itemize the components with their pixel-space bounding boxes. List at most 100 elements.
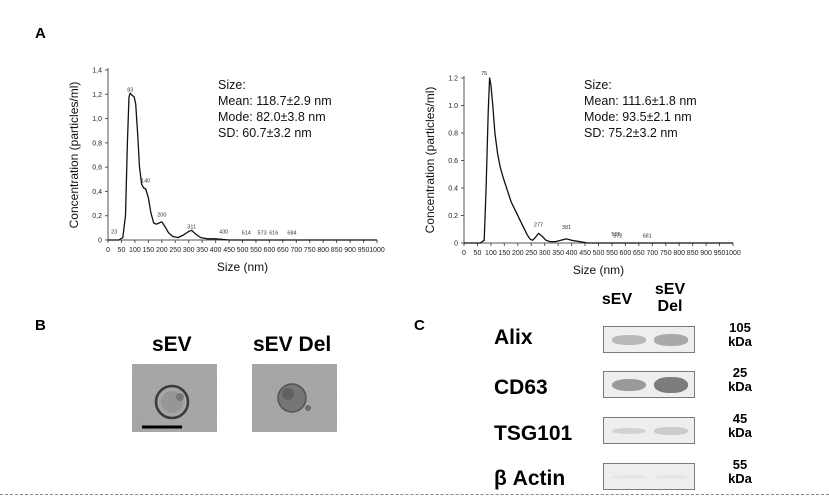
em-micrograph-sev	[132, 364, 217, 432]
wb-band	[612, 474, 646, 480]
em-title-sev: sEV	[152, 333, 192, 356]
y-tick-label: 0,2	[92, 213, 102, 220]
y-tick-label: 0	[98, 238, 102, 245]
x-tick-label: 100	[129, 247, 141, 254]
wb-band	[612, 378, 646, 392]
peak-label: 381	[562, 225, 571, 231]
wb-column-sev: sEV	[601, 291, 633, 308]
x-tick-label: 350	[196, 247, 208, 254]
y-axis-label: Concentration (particles/ml)	[423, 87, 437, 234]
wb-column-sev-del: sEV Del	[654, 281, 686, 315]
wb-molecular-weight: 105 kDa	[728, 320, 752, 349]
x-tick-label: 450	[579, 250, 591, 257]
peak-label: 140	[141, 178, 150, 184]
peak-label: 311	[187, 225, 196, 231]
peak-label: 684	[287, 231, 296, 237]
x-tick-label: 850	[331, 247, 343, 254]
x-tick-label: 550	[250, 247, 262, 254]
x-tick-label: 150	[143, 247, 155, 254]
x-tick-label: 800	[317, 247, 329, 254]
x-axis-label: Size (nm)	[573, 263, 624, 277]
peak-label: 430	[219, 229, 228, 235]
x-tick-label: 700	[290, 247, 302, 254]
vesicle-outline	[154, 384, 190, 420]
wb-band	[654, 334, 688, 346]
peak-label: 23	[111, 229, 117, 235]
x-tick-label: 500	[237, 247, 249, 254]
wb-band	[612, 335, 646, 345]
em-image-sev	[132, 364, 217, 432]
y-tick-label: 1,2	[92, 92, 102, 99]
em-micrograph-sev-del	[252, 364, 337, 432]
peak-label: 83	[127, 87, 133, 93]
peak-label: 565	[611, 232, 620, 238]
x-tick-label: 400	[210, 247, 222, 254]
y-tick-label: 0.6	[448, 158, 458, 165]
x-tick-label: 200	[156, 247, 168, 254]
x-tick-label: 400	[566, 250, 578, 257]
wb-band	[612, 427, 646, 435]
x-tick-label: 350	[552, 250, 564, 257]
x-tick-label: 200	[512, 250, 524, 257]
y-axis-label: Concentration (particles/ml)	[67, 82, 81, 229]
em-title-sev-del: sEV Del	[253, 333, 332, 356]
peak-label: 200	[157, 212, 166, 218]
series-line	[108, 92, 377, 241]
x-tick-label: 900	[700, 250, 712, 257]
x-tick-label: 750	[304, 247, 316, 254]
x-tick-label: 300	[539, 250, 551, 257]
x-tick-label: 0	[462, 250, 466, 257]
stats-annotation-line: Mean: 111.6±1.8 nm	[584, 94, 697, 108]
em-image-sev-del	[252, 364, 337, 432]
x-tick-label: 150	[499, 250, 511, 257]
stats-annotation-line: Mode: 82.0±3.8 nm	[218, 110, 326, 124]
x-tick-label: 300	[183, 247, 195, 254]
y-tick-label: 0,6	[92, 165, 102, 172]
peak-label: 572	[613, 233, 622, 239]
stats-annotation-line: Size:	[584, 78, 612, 92]
wb-protein-label: TSG101	[494, 422, 573, 445]
wb-band	[654, 377, 688, 393]
wb-blot-strip	[603, 326, 695, 353]
x-tick-label: 550	[606, 250, 618, 257]
x-tick-label: 650	[633, 250, 645, 257]
x-tick-label: 450	[223, 247, 235, 254]
peak-label: 573	[258, 231, 267, 237]
panel-label-a: A	[35, 25, 46, 42]
x-tick-label: 50	[474, 250, 482, 257]
x-tick-label: 600	[264, 247, 276, 254]
wb-band	[654, 427, 688, 435]
series-line	[464, 77, 733, 244]
x-tick-label: 700	[646, 250, 658, 257]
x-tick-label: 850	[687, 250, 699, 257]
x-axis-label: Size (nm)	[217, 260, 268, 274]
x-tick-label: 800	[673, 250, 685, 257]
x-tick-label: 250	[525, 250, 537, 257]
y-tick-label: 1,4	[92, 68, 102, 75]
y-tick-label: 0.2	[448, 213, 458, 220]
wb-protein-label: Alix	[494, 326, 533, 349]
wb-protein-label: CD63	[494, 376, 548, 399]
y-tick-label: 0	[454, 241, 458, 248]
stats-annotation-line: Mean: 118.7±2.9 nm	[218, 94, 332, 108]
y-tick-label: 1,0	[92, 116, 102, 123]
wb-band	[654, 474, 688, 480]
panel-label-c: C	[414, 317, 425, 334]
wb-blot-strip	[603, 371, 695, 398]
y-tick-label: 0,8	[92, 140, 102, 147]
x-tick-label: 0	[106, 247, 110, 254]
y-tick-label: 0.8	[448, 131, 458, 138]
page-divider	[0, 494, 829, 495]
wb-protein-label: β Actin	[494, 467, 566, 490]
peak-label: 616	[269, 231, 278, 237]
stats-annotation-line: Size:	[218, 78, 246, 92]
peak-label: 75	[481, 71, 487, 77]
x-tick-label: 950	[358, 247, 370, 254]
y-tick-label: 0.4	[448, 186, 458, 193]
wb-blot-strip	[603, 417, 695, 444]
panel-label-b: B	[35, 317, 46, 334]
y-tick-label: 0,4	[92, 189, 102, 196]
x-tick-label: 900	[344, 247, 356, 254]
wb-blot-strip	[603, 463, 695, 490]
wb-molecular-weight: 45 kDa	[728, 411, 752, 440]
